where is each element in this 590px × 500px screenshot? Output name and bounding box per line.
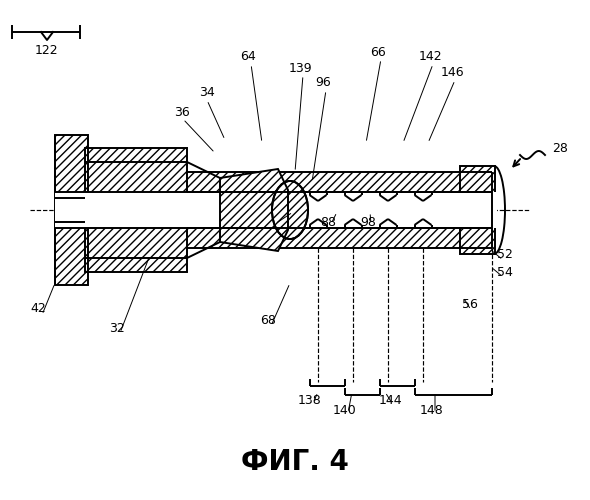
Bar <box>55 135 88 285</box>
Text: ФИГ. 4: ФИГ. 4 <box>241 448 349 476</box>
Text: 36: 36 <box>174 106 190 118</box>
Bar <box>85 148 187 272</box>
Bar <box>55 135 88 285</box>
Bar <box>187 172 492 192</box>
Polygon shape <box>220 169 288 251</box>
Text: 88: 88 <box>320 216 336 228</box>
Text: 140: 140 <box>333 404 357 416</box>
Text: 56: 56 <box>462 298 478 312</box>
Bar <box>187 192 497 228</box>
Bar <box>460 166 495 254</box>
Text: 52: 52 <box>497 248 513 262</box>
Text: 68: 68 <box>260 314 276 326</box>
Text: 122: 122 <box>34 44 58 57</box>
Text: 138: 138 <box>298 394 322 406</box>
Text: 148: 148 <box>420 404 444 416</box>
Text: 146: 146 <box>440 66 464 80</box>
Text: 139: 139 <box>288 62 312 74</box>
Text: 42: 42 <box>30 302 46 314</box>
Text: 54: 54 <box>497 266 513 278</box>
Bar <box>187 228 492 248</box>
Bar <box>460 166 495 254</box>
Text: 142: 142 <box>418 50 442 64</box>
Text: 34: 34 <box>199 86 215 100</box>
Text: 144: 144 <box>378 394 402 406</box>
Text: 66: 66 <box>370 46 386 59</box>
Text: 32: 32 <box>109 322 125 334</box>
Text: 90: 90 <box>264 216 280 228</box>
Bar <box>85 148 187 272</box>
Text: 96: 96 <box>315 76 331 90</box>
Text: 64: 64 <box>240 50 256 64</box>
Text: 28: 28 <box>552 142 568 154</box>
Ellipse shape <box>272 181 308 239</box>
Text: 98: 98 <box>360 216 376 228</box>
Bar <box>55 192 191 228</box>
